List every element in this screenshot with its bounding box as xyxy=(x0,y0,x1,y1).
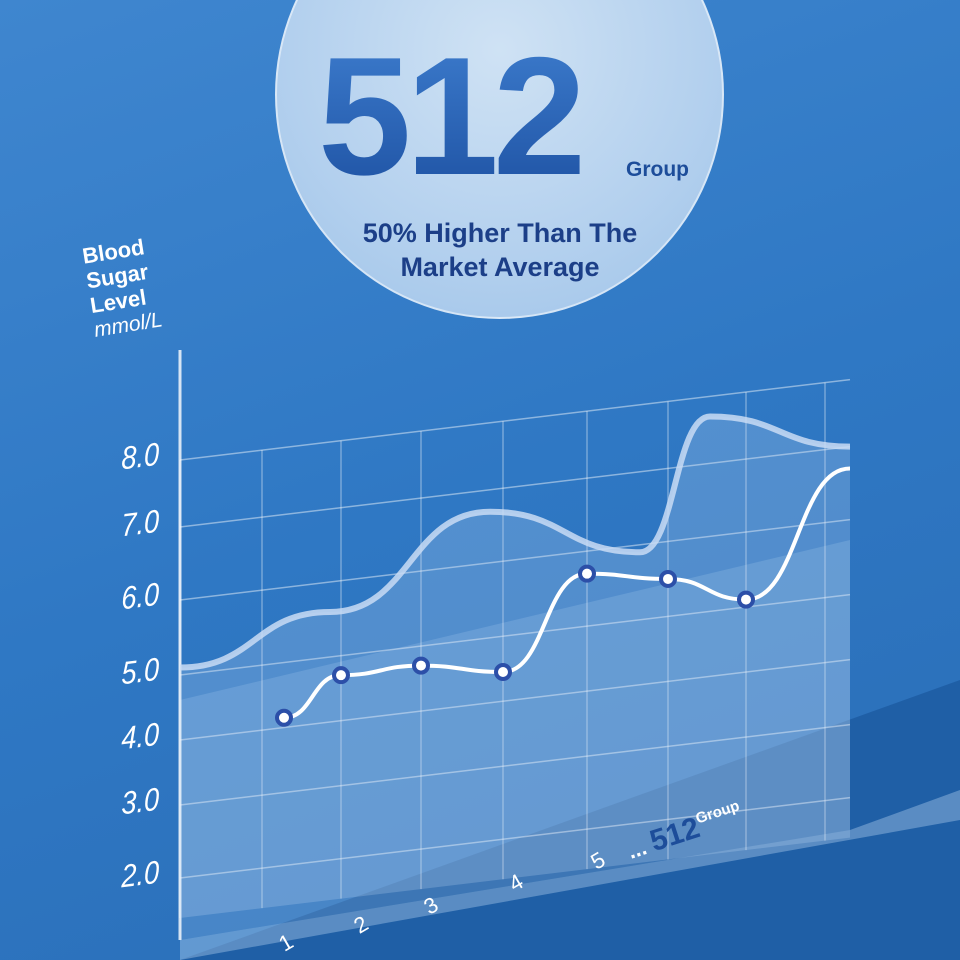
data-point xyxy=(494,662,512,681)
headline-suffix: Group xyxy=(626,158,689,181)
data-point xyxy=(659,569,677,588)
data-point xyxy=(275,708,293,727)
data-point xyxy=(737,590,755,609)
headline-subtitle: 50% Higher Than The Market Average xyxy=(300,216,700,284)
data-point xyxy=(412,656,430,675)
gridline xyxy=(179,445,851,528)
gridline xyxy=(179,593,851,676)
gridline xyxy=(179,518,851,601)
gridline xyxy=(179,723,851,806)
subtitle-line-1: 50% Higher Than The xyxy=(362,218,638,248)
data-point xyxy=(578,564,596,583)
gridline xyxy=(179,796,851,879)
headline-number: 512 xyxy=(318,20,586,213)
data-point xyxy=(332,666,350,685)
subtitle-line-2: Market Average xyxy=(400,252,600,282)
upper-band-line xyxy=(179,413,851,671)
gridline xyxy=(179,378,851,461)
gridline xyxy=(179,658,851,741)
series-line xyxy=(283,466,851,720)
